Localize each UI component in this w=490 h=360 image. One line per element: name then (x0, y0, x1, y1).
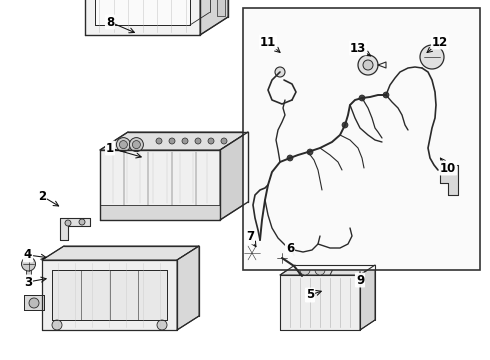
Bar (26, 264, 31, 284)
Bar (217, 0, 225, 16)
Text: 9: 9 (356, 274, 364, 287)
Text: 12: 12 (432, 36, 448, 49)
Text: 1: 1 (106, 141, 114, 154)
Circle shape (420, 45, 444, 69)
Circle shape (342, 122, 348, 128)
Circle shape (315, 265, 325, 275)
Circle shape (208, 138, 214, 144)
Circle shape (383, 92, 389, 98)
Polygon shape (60, 218, 90, 240)
Polygon shape (280, 265, 375, 275)
Circle shape (182, 138, 188, 144)
Circle shape (29, 298, 39, 308)
Circle shape (275, 67, 285, 77)
Polygon shape (85, 0, 200, 35)
Circle shape (52, 320, 62, 330)
Text: 11: 11 (260, 36, 276, 49)
Circle shape (169, 138, 175, 144)
Circle shape (120, 141, 127, 149)
Circle shape (117, 138, 130, 152)
Circle shape (363, 60, 373, 70)
Polygon shape (440, 165, 458, 195)
Polygon shape (220, 132, 248, 220)
Circle shape (300, 265, 310, 275)
Polygon shape (200, 0, 228, 35)
Text: 6: 6 (286, 242, 294, 255)
Circle shape (358, 55, 378, 75)
Text: 8: 8 (106, 15, 114, 28)
Bar (243, 8, 480, 270)
Text: 4: 4 (24, 248, 32, 261)
Text: 5: 5 (306, 288, 314, 302)
Text: 3: 3 (24, 275, 32, 288)
Polygon shape (42, 260, 177, 330)
Polygon shape (100, 150, 220, 220)
Text: 7: 7 (246, 230, 254, 243)
Circle shape (156, 138, 162, 144)
Circle shape (132, 141, 141, 149)
Polygon shape (42, 246, 199, 260)
Polygon shape (95, 0, 190, 25)
Polygon shape (24, 295, 44, 310)
Circle shape (22, 257, 35, 271)
Circle shape (195, 138, 201, 144)
Polygon shape (100, 132, 248, 150)
Text: 10: 10 (440, 162, 456, 175)
Circle shape (157, 320, 167, 330)
Polygon shape (360, 265, 375, 330)
Polygon shape (177, 246, 199, 330)
Polygon shape (52, 270, 167, 320)
Circle shape (79, 219, 85, 225)
Bar (100, 205, 220, 220)
Text: 13: 13 (350, 41, 366, 54)
Circle shape (359, 95, 365, 101)
Circle shape (244, 245, 260, 261)
Circle shape (307, 149, 313, 155)
Polygon shape (280, 275, 360, 330)
Text: 2: 2 (38, 189, 46, 202)
Circle shape (287, 155, 293, 161)
Circle shape (275, 251, 289, 265)
Circle shape (248, 249, 256, 257)
Circle shape (221, 138, 227, 144)
Polygon shape (295, 265, 335, 275)
Circle shape (129, 138, 144, 152)
Circle shape (65, 220, 71, 226)
